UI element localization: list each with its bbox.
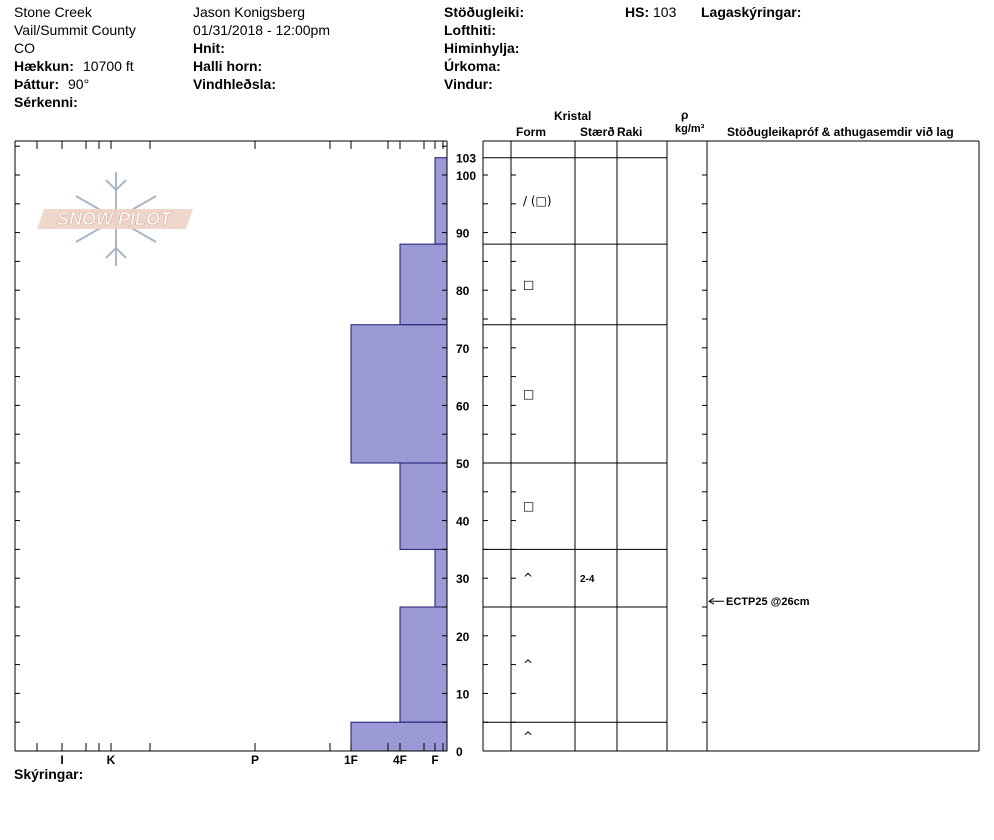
- observer-name: Jason Konigsberg: [193, 4, 306, 20]
- elevation-value: 10700 ft: [83, 58, 134, 74]
- depth-tick-label: 103: [456, 152, 476, 166]
- depth-tick-label: 100: [456, 169, 476, 183]
- hardness-label: K: [107, 753, 116, 767]
- form-header: Form: [516, 125, 546, 139]
- stability-notes-header: Stöðugleikapróf & athugasemdir við lag: [727, 125, 954, 139]
- depth-tick-label: 90: [456, 227, 470, 241]
- hs-label: HS:: [625, 4, 650, 20]
- density-unit: kg/m³: [675, 123, 705, 135]
- hardness-bar-0: [434, 157, 448, 245]
- hardness-label: I: [60, 753, 63, 767]
- notes-label: Skýringar:: [14, 766, 84, 782]
- depth-tick-label: 50: [456, 457, 470, 471]
- hardness-bar-6: [350, 721, 448, 752]
- precip-label: Úrkoma:: [444, 58, 501, 74]
- hardness-bar-5: [399, 606, 448, 723]
- coords-label: Hnit:: [193, 40, 225, 56]
- wind-loading-label: Vindhleðsla:: [193, 76, 276, 92]
- crystal-form-symbol: □: [523, 387, 534, 401]
- stability-test-label: ECTP25 @26cm: [726, 596, 810, 608]
- crystal-form-symbol: ^: [523, 730, 533, 744]
- hardness-bar-3: [399, 462, 448, 550]
- location-name: Stone Creek: [14, 4, 92, 20]
- hardness-bar-1: [399, 243, 448, 326]
- aspect-value: 90°: [68, 76, 90, 92]
- hardness-label: 4F: [393, 753, 407, 767]
- hs-value: 103: [653, 4, 677, 20]
- depth-tick-label: 20: [456, 630, 470, 644]
- crystal-size-value: 2-4: [580, 574, 595, 585]
- hardness-label: F: [431, 753, 438, 767]
- snowpilot-logo-text: SNOW PILOT: [57, 209, 173, 229]
- depth-tick-label: 40: [456, 515, 470, 529]
- stability-label: Stöðugleiki:: [444, 4, 525, 20]
- crystal-header: Kristal: [554, 109, 592, 123]
- crystal-form-symbol: ^: [523, 658, 533, 672]
- density-symbol: ρ: [681, 108, 689, 122]
- sky-label: Himinhylja:: [444, 40, 520, 56]
- features-label: Sérkenni:: [14, 94, 78, 110]
- crystal-form-symbol: □: [523, 499, 534, 513]
- location-state: CO: [14, 40, 35, 56]
- layer-notes-label: Lagaskýringar:: [701, 4, 802, 20]
- crystal-form-symbol: □: [523, 277, 534, 291]
- depth-tick-label: 0: [456, 745, 463, 759]
- location-region: Vail/Summit County: [14, 22, 136, 38]
- depth-tick-label: 10: [456, 687, 470, 701]
- elevation-label: Hækkun:: [14, 58, 74, 74]
- crystal-form-symbol: / (□): [523, 194, 552, 208]
- depth-tick-label: 70: [456, 342, 470, 356]
- hardness-label: 1F: [344, 753, 358, 767]
- depth-tick-label: 30: [456, 572, 470, 586]
- hardness-bar-2: [350, 324, 448, 464]
- observation-datetime: 01/31/2018 - 12:00pm: [193, 22, 330, 38]
- test-arrow-head: [708, 597, 715, 605]
- snowpilot-logo: SNOW PILOT: [37, 172, 193, 266]
- size-header: Stærð: [580, 125, 615, 139]
- slope-angle-label: Halli horn:: [193, 58, 263, 74]
- aspect-label: Þáttur:: [14, 76, 60, 92]
- crystal-form-symbol: ^: [523, 571, 533, 585]
- depth-tick-label: 80: [456, 284, 470, 298]
- hardness-label: P: [251, 753, 259, 767]
- moisture-header: Raki: [617, 125, 643, 139]
- air-temp-label: Lofthiti:: [444, 22, 497, 38]
- depth-tick-label: 60: [456, 399, 470, 413]
- wind-label: Vindur:: [444, 76, 493, 92]
